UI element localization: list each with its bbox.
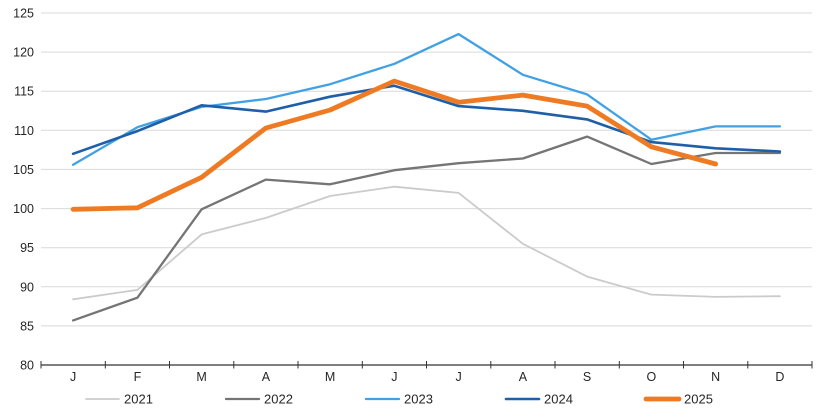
y-axis-tick-label: 120: [13, 46, 34, 60]
x-axis-month-label: J: [70, 370, 76, 384]
series-line-2025: [70, 78, 718, 212]
y-axis-tick-label: 115: [14, 85, 34, 99]
series-line-2022: [71, 135, 782, 322]
y-axis-tick-label: 80: [20, 359, 34, 373]
series-line-2024: [71, 84, 782, 156]
x-axis-month-label: O: [647, 370, 657, 384]
y-axis-tick-label: 85: [20, 319, 34, 333]
legend-label-2022: 2022: [264, 392, 293, 407]
y-axis-tick-label: 100: [13, 202, 34, 216]
legend-label-2024: 2024: [544, 392, 573, 407]
x-axis-month-label: N: [711, 370, 720, 384]
x-axis-month-label: A: [262, 370, 271, 384]
series-line-2021: [72, 185, 781, 301]
x-axis-month-label: A: [519, 370, 528, 384]
y-axis-tick-label: 110: [14, 124, 34, 138]
x-axis-month-label: S: [583, 370, 591, 384]
y-axis-tick-label: 90: [20, 280, 34, 294]
x-axis-month-label: D: [775, 370, 784, 384]
legend-label-2021: 2021: [124, 392, 153, 407]
legend-label-2023: 2023: [404, 392, 433, 407]
x-axis-month-label: J: [391, 370, 397, 384]
y-axis-tick-label: 105: [13, 163, 34, 177]
x-axis-month-label: J: [455, 370, 461, 384]
x-axis-month-label: M: [325, 370, 335, 384]
y-axis-tick-label: 125: [13, 7, 34, 21]
x-axis-month-label: M: [196, 370, 206, 384]
legend-label-2025: 2025: [684, 392, 713, 407]
y-axis-tick-label: 95: [20, 241, 34, 255]
x-axis-month-label: F: [134, 370, 142, 384]
